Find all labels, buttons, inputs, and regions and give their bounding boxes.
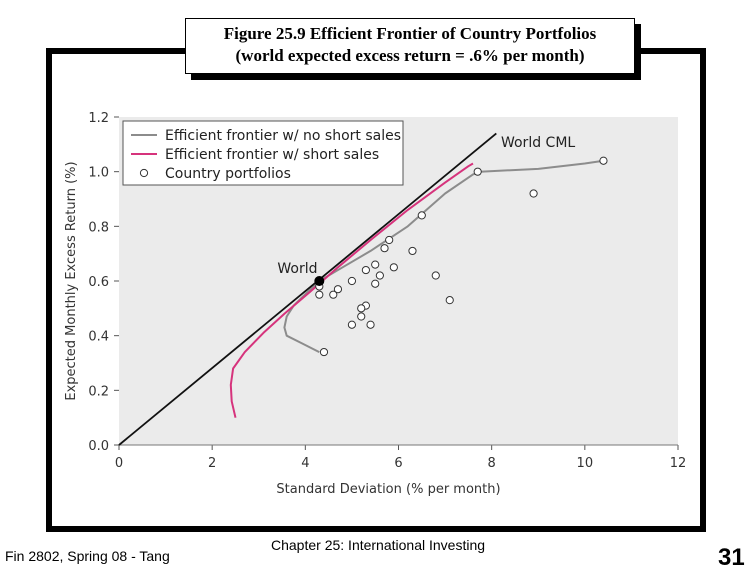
country-portfolio-point	[375, 271, 384, 280]
series-line	[229, 162, 474, 418]
chart-annotation: World CML	[501, 135, 575, 151]
y-axis-label: Expected Monthly Excess Return (%)	[64, 161, 79, 400]
series-line	[283, 159, 604, 353]
country-portfolio-point	[385, 235, 394, 245]
country-portfolio-point	[319, 347, 329, 357]
y-tick-label: 0.6	[88, 275, 109, 290]
country-portfolio-point	[347, 320, 357, 329]
x-tick-label: 2	[208, 456, 216, 471]
x-tick-label: 4	[301, 456, 309, 471]
x-tick-label: 6	[394, 456, 402, 471]
page-number: 31	[718, 544, 745, 571]
footer-chapter: Chapter 25: International Investing	[271, 537, 486, 553]
country-portfolio-point	[389, 263, 398, 272]
legend-entry: Country portfolios	[165, 166, 291, 182]
series-line	[118, 132, 497, 446]
x-axis-label: Standard Deviation (% per month)	[276, 482, 500, 497]
x-tick-label: 0	[115, 456, 123, 471]
y-tick-label: 0.0	[88, 439, 109, 454]
country-portfolio-point	[529, 189, 538, 198]
country-portfolio-point	[431, 271, 440, 280]
country-portfolio-point	[333, 285, 343, 294]
country-portfolio-point	[445, 296, 454, 305]
country-portfolio-point	[473, 167, 482, 176]
legend-entry: Efficient frontier w/ short sales	[165, 147, 379, 163]
legend-box	[122, 120, 404, 186]
slide-title: Figure 25.9 Efficient Frontier of Countr…	[185, 18, 635, 74]
country-portfolio-point	[371, 279, 380, 288]
chart-annotation: World	[277, 261, 317, 277]
x-tick-label: 12	[670, 456, 687, 471]
country-portfolio-point	[361, 265, 370, 275]
country-portfolio-point	[315, 290, 324, 299]
country-portfolio-point	[408, 246, 417, 256]
country-portfolio-point	[366, 320, 375, 329]
title-line-1: Figure 25.9 Efficient Frontier of Countr…	[223, 24, 597, 43]
legend-swatch	[139, 168, 149, 178]
title-line-2: (world expected excess return = .6% per …	[235, 46, 585, 65]
y-tick-label: 0.4	[88, 330, 109, 345]
country-portfolio-point	[599, 156, 608, 165]
country-portfolio-point	[357, 312, 366, 321]
country-portfolio-point	[347, 276, 357, 286]
y-tick-label: 0.8	[88, 220, 109, 235]
country-portfolio-point	[417, 211, 426, 220]
world-portfolio-point	[314, 276, 325, 286]
y-tick-label: 1.2	[88, 111, 109, 126]
country-portfolio-point	[371, 260, 380, 269]
efficient-frontier-chart: 0 2 4 6 8 10 12 0.0 0.2 0.4 0.6 0.8 1.0 1.2 Standard D…	[64, 111, 687, 497]
x-tick-label: 10	[577, 456, 594, 471]
country-portfolio-point	[380, 244, 389, 253]
country-portfolio-point	[357, 304, 366, 313]
country-portfolio-point	[329, 290, 338, 299]
y-tick-label: 0.2	[88, 384, 109, 399]
x-tick-label: 8	[488, 456, 496, 471]
y-tick-label: 1.0	[88, 166, 109, 181]
footer-course: Fin 2802, Spring 08 - Tang	[5, 548, 170, 564]
legend-entry: Efficient frontier w/ no short sales	[165, 128, 401, 144]
